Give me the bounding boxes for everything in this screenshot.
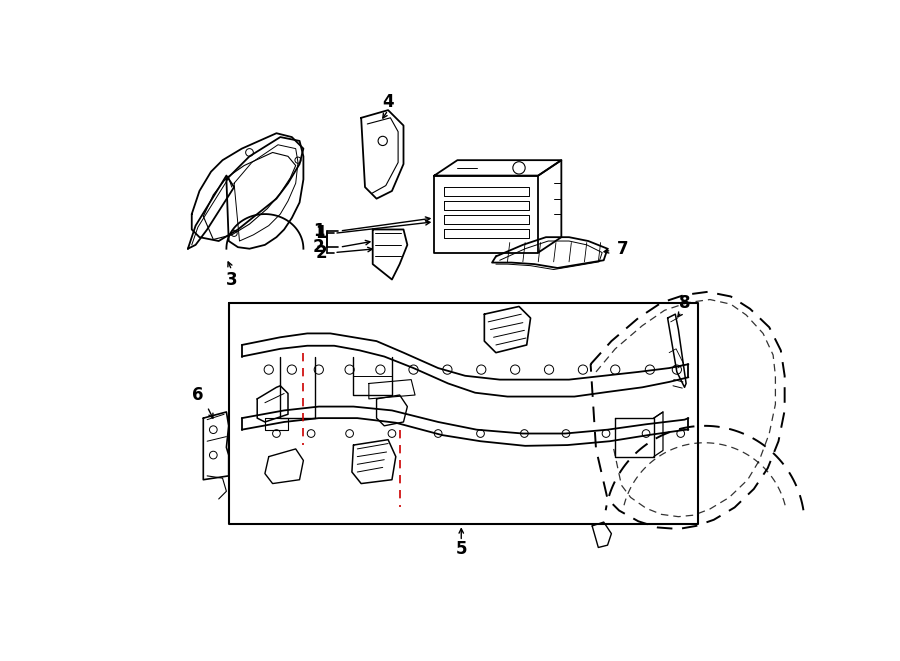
Text: 6: 6 <box>193 386 203 404</box>
Text: 7: 7 <box>617 240 629 258</box>
Text: 2: 2 <box>313 238 325 256</box>
Text: 4: 4 <box>382 93 394 112</box>
Text: 8: 8 <box>679 293 690 311</box>
Text: 5: 5 <box>455 540 467 558</box>
Text: 2: 2 <box>315 243 327 262</box>
Text: 3: 3 <box>226 270 238 288</box>
Text: 1: 1 <box>315 224 327 243</box>
Text: 1: 1 <box>313 222 325 240</box>
